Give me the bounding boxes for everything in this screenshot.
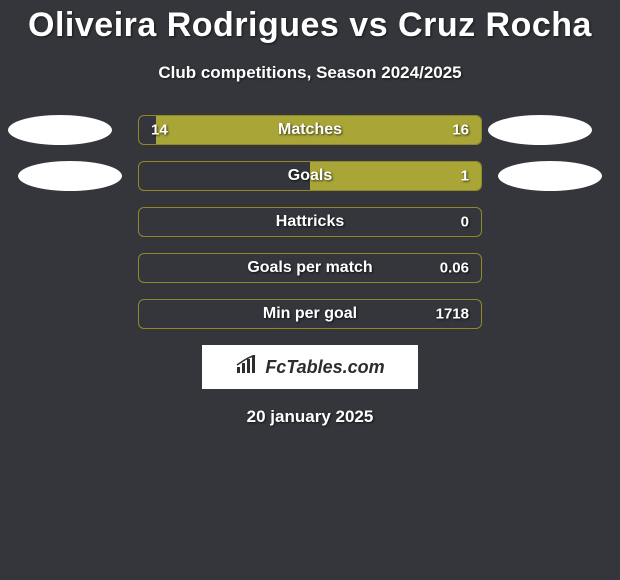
stat-label: Goals (288, 167, 332, 185)
stat-row: Goals 1 (0, 161, 620, 191)
stat-bar: Min per goal 1718 (138, 299, 482, 329)
bar-chart-icon (235, 355, 261, 380)
stat-row: Min per goal 1718 (0, 299, 620, 329)
subtitle: Club competitions, Season 2024/2025 (0, 63, 620, 83)
stat-label: Matches (278, 121, 342, 139)
stat-value-right: 0.06 (440, 260, 469, 277)
stat-bar: Hattricks 0 (138, 207, 482, 237)
stat-label: Hattricks (276, 213, 344, 231)
player-ellipse-right (498, 161, 602, 191)
stat-row: Hattricks 0 (0, 207, 620, 237)
date-text: 20 january 2025 (0, 407, 620, 427)
logo-text: FcTables.com (265, 357, 384, 378)
stat-value-right: 1718 (436, 306, 469, 323)
stat-value-left: 14 (151, 122, 168, 139)
stat-label: Goals per match (247, 259, 372, 277)
page-title: Oliveira Rodrigues vs Cruz Rocha (0, 0, 620, 45)
stat-value-right: 16 (452, 122, 469, 139)
stat-value-right: 1 (461, 168, 469, 185)
stat-bar: Goals 1 (138, 161, 482, 191)
player-ellipse-left (8, 115, 112, 145)
stat-value-right: 0 (461, 214, 469, 231)
stat-row: Goals per match 0.06 (0, 253, 620, 283)
player-ellipse-right (488, 115, 592, 145)
player-ellipse-left (18, 161, 122, 191)
stat-row: Matches 14 16 (0, 115, 620, 145)
logo-box: FcTables.com (202, 345, 418, 389)
stat-bar: Matches 14 16 (138, 115, 482, 145)
stat-label: Min per goal (263, 305, 357, 323)
comparison-chart: Matches 14 16 Goals 1 Hattricks 0 Goals per mat… (0, 115, 620, 329)
stat-bar: Goals per match 0.06 (138, 253, 482, 283)
